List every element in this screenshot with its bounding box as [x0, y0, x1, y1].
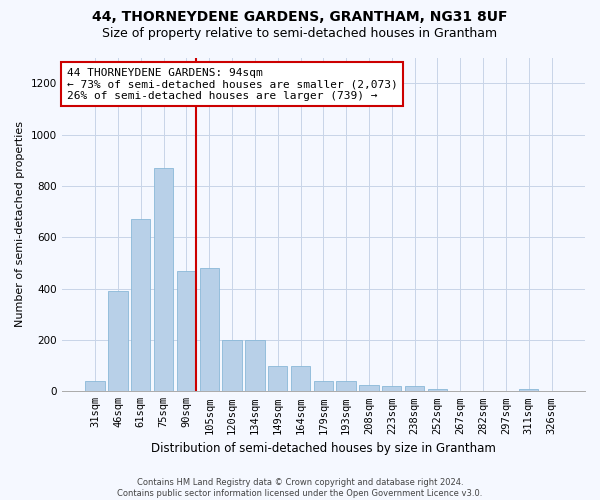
Bar: [291, 366, 310, 392]
Bar: [177, 270, 196, 392]
Text: 44 THORNEYDENE GARDENS: 94sqm
← 73% of semi-detached houses are smaller (2,073)
: 44 THORNEYDENE GARDENS: 94sqm ← 73% of s…: [67, 68, 398, 100]
Bar: [200, 268, 219, 392]
Bar: [108, 291, 128, 392]
Bar: [359, 385, 379, 392]
Bar: [519, 390, 538, 392]
Bar: [268, 366, 287, 392]
Bar: [85, 381, 105, 392]
Bar: [245, 340, 265, 392]
Bar: [314, 381, 333, 392]
Y-axis label: Number of semi-detached properties: Number of semi-detached properties: [15, 122, 25, 328]
Text: Size of property relative to semi-detached houses in Grantham: Size of property relative to semi-detach…: [103, 28, 497, 40]
Text: 44, THORNEYDENE GARDENS, GRANTHAM, NG31 8UF: 44, THORNEYDENE GARDENS, GRANTHAM, NG31 …: [92, 10, 508, 24]
Bar: [131, 220, 151, 392]
Bar: [382, 386, 401, 392]
Bar: [223, 340, 242, 392]
Bar: [405, 386, 424, 392]
X-axis label: Distribution of semi-detached houses by size in Grantham: Distribution of semi-detached houses by …: [151, 442, 496, 455]
Bar: [154, 168, 173, 392]
Bar: [337, 381, 356, 392]
Bar: [428, 390, 447, 392]
Text: Contains HM Land Registry data © Crown copyright and database right 2024.
Contai: Contains HM Land Registry data © Crown c…: [118, 478, 482, 498]
